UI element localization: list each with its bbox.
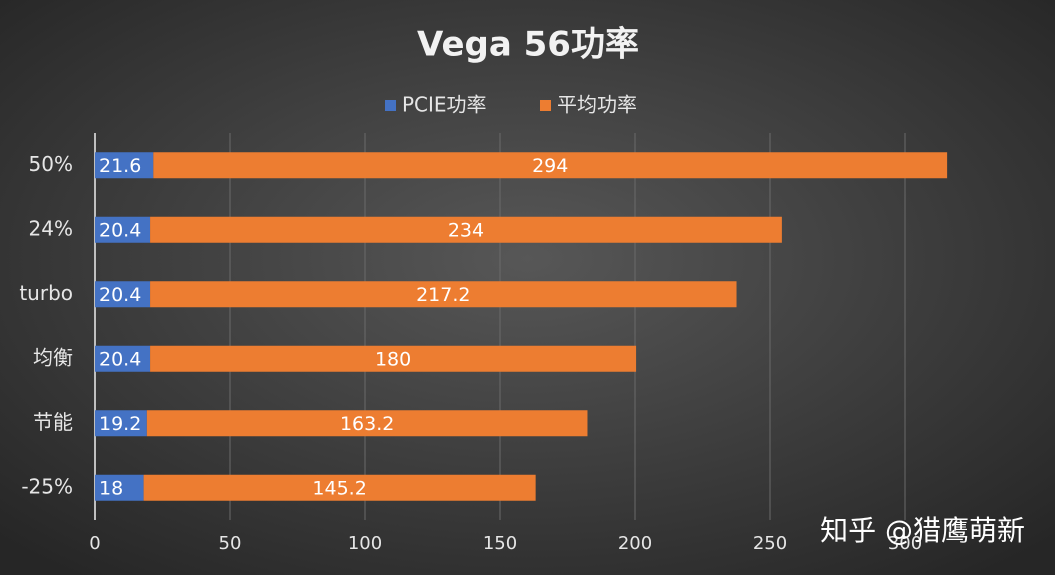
x-tick-label: 100: [348, 533, 382, 554]
x-tick-label: 250: [753, 533, 787, 554]
chart-title: Vega 56功率: [417, 25, 639, 65]
bar: [150, 281, 737, 308]
data-label: 294: [532, 155, 568, 177]
data-label: 20.4: [99, 219, 141, 241]
y-tick-label: 50%: [29, 152, 73, 176]
data-label: 20.4: [99, 284, 141, 306]
bar: [95, 474, 144, 501]
data-label: 163.2: [340, 413, 394, 435]
bar: [150, 345, 637, 372]
bar: [95, 345, 151, 372]
plot-area: 0 50 100 150 200 250 300 PCIE功率 平均功率 50% 21.6 294 24…: [19, 93, 948, 554]
data-label: 20.4: [99, 348, 141, 370]
x-tick-label: 0: [89, 533, 100, 554]
bar: [150, 216, 782, 243]
data-label: 217.2: [416, 284, 470, 306]
data-label: 19.2: [99, 413, 141, 435]
bar: [95, 152, 154, 179]
bar: [153, 152, 948, 179]
y-tick-label: turbo: [19, 281, 73, 305]
x-tick-label: 50: [219, 533, 242, 554]
y-tick-label: 24%: [29, 216, 73, 240]
legend-label: 平均功率: [557, 93, 637, 117]
legend-label: PCIE功率: [402, 93, 487, 117]
x-tick-label: 150: [483, 533, 517, 554]
bar: [143, 474, 536, 501]
y-tick-label: -25%: [21, 474, 73, 498]
bar: [95, 410, 147, 437]
y-tick-label: 节能: [33, 410, 73, 434]
y-tick-label: 均衡: [33, 345, 73, 369]
bar: [146, 410, 588, 437]
data-label: 234: [448, 219, 484, 241]
bar: [95, 281, 151, 308]
bar: [95, 216, 151, 243]
data-label: 145.2: [312, 477, 366, 499]
data-label: 180: [375, 348, 411, 370]
x-tick-label: 300: [888, 533, 922, 554]
data-label: 21.6: [99, 155, 141, 177]
x-tick-label: 200: [618, 533, 652, 554]
legend-swatch: [540, 100, 551, 111]
data-label: 18: [99, 477, 123, 499]
watermark: 知乎 @猎鹰萌新: [820, 514, 1025, 547]
legend-swatch: [385, 100, 396, 111]
